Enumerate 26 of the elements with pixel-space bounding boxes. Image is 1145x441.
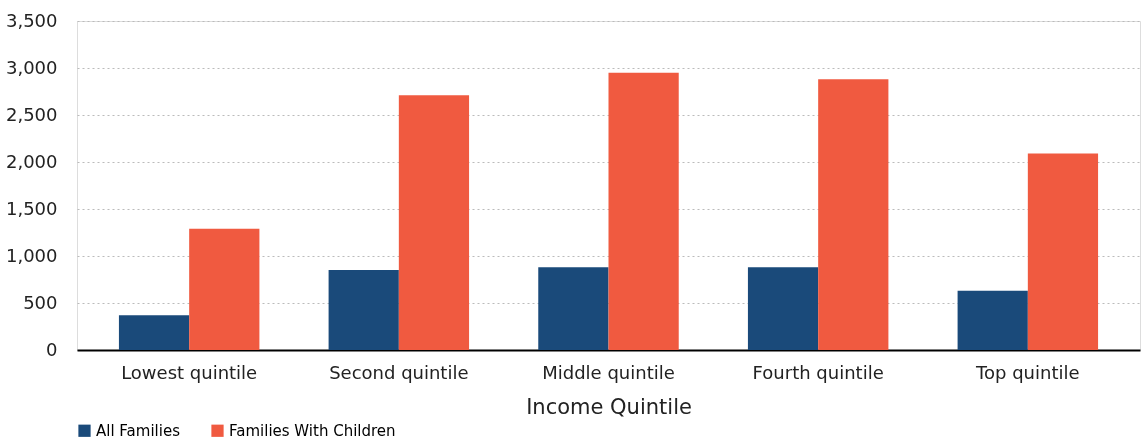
bar [747,267,819,350]
bar [608,72,679,350]
bar [957,290,1028,350]
bar [538,267,609,350]
legend-label: Families With Children [229,421,396,440]
y-tick-label: 2,000 [5,150,58,172]
x-tick-label: Top quintile [975,361,1080,383]
y-tick-label: 3,500 [5,9,58,31]
x-tick-label: Fourth quintile [752,361,884,383]
bar [1027,153,1099,350]
bar [328,270,399,350]
x-tick-label: Lowest quintile [121,361,258,383]
y-tick-label: 3,000 [5,56,58,78]
bar [398,95,470,350]
y-tick-label: 1,500 [5,197,58,219]
bar [189,228,260,350]
y-tick-label: 0 [46,338,58,360]
bar [818,79,889,350]
bar [118,315,190,350]
x-tick-label: Second quintile [329,361,469,383]
y-tick-label: 2,500 [5,103,58,125]
legend-label: All Families [96,421,181,440]
y-tick-label: 1,000 [5,244,58,266]
x-tick-label: Middle quintile [542,361,675,383]
y-tick-label: 500 [23,291,58,313]
x-axis-title: Income Quintile [526,394,692,419]
